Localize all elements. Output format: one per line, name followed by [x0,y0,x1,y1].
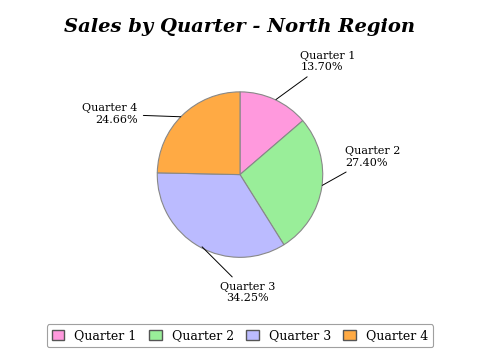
Text: Quarter 2
27.40%: Quarter 2 27.40% [322,146,400,185]
Title: Sales by Quarter - North Region: Sales by Quarter - North Region [64,18,416,36]
Text: Quarter 1
13.70%: Quarter 1 13.70% [276,51,356,100]
Text: Quarter 3
34.25%: Quarter 3 34.25% [202,247,276,303]
Wedge shape [157,173,284,257]
Wedge shape [157,92,240,175]
Legend: Quarter 1, Quarter 2, Quarter 3, Quarter 4: Quarter 1, Quarter 2, Quarter 3, Quarter… [47,324,433,347]
Wedge shape [240,92,303,175]
Wedge shape [240,121,323,245]
Text: Quarter 4
24.66%: Quarter 4 24.66% [83,103,180,125]
